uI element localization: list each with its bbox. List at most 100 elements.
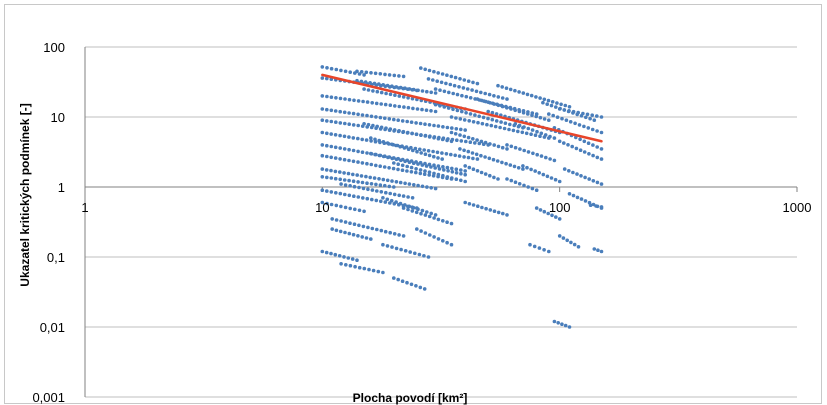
data-point (431, 149, 435, 154)
data-point (470, 88, 474, 92)
data-point (400, 168, 405, 172)
data-point (449, 115, 454, 119)
data-point (568, 120, 573, 124)
data-point (375, 89, 380, 94)
data-point (334, 228, 339, 233)
data-point (334, 203, 339, 208)
data-point (409, 165, 414, 170)
data-point (346, 171, 351, 176)
data-point (445, 175, 450, 179)
data-point (320, 249, 325, 254)
data-point (436, 217, 441, 222)
data-point (411, 161, 416, 165)
data-point (343, 230, 347, 235)
data-point (451, 91, 456, 96)
data-point (343, 220, 348, 224)
data-point (474, 89, 479, 94)
data-point (356, 180, 360, 184)
data-point (470, 151, 475, 155)
data-point (397, 74, 401, 78)
data-point (401, 129, 406, 134)
data-point (356, 99, 361, 103)
data-point (407, 160, 412, 164)
data-point (567, 169, 571, 173)
data-point (496, 177, 500, 181)
data-point (377, 177, 381, 181)
data-point (393, 93, 397, 97)
data-point (394, 157, 399, 162)
data-point (402, 105, 406, 109)
data-point (352, 98, 356, 103)
data-point (390, 245, 394, 249)
data-point (343, 121, 347, 126)
data-point (423, 213, 428, 217)
data-point (513, 122, 518, 126)
data-point (410, 196, 415, 200)
data-point (348, 221, 352, 225)
data-point (529, 93, 534, 98)
data-point (560, 116, 564, 121)
data-point (375, 227, 379, 232)
data-point (474, 152, 479, 157)
data-point (406, 195, 410, 199)
data-point (588, 116, 592, 121)
data-point (338, 170, 342, 174)
data-point (591, 179, 596, 183)
data-point (562, 108, 567, 112)
data-point (361, 196, 365, 200)
data-point (488, 173, 492, 178)
data-point (494, 119, 499, 123)
data-point (348, 184, 352, 188)
data-point (530, 128, 535, 132)
data-point (343, 192, 347, 197)
data-point (362, 122, 366, 126)
data-point (405, 280, 409, 285)
data-point (343, 97, 347, 101)
data-point (516, 129, 520, 134)
data-point (370, 197, 374, 202)
data-point (417, 252, 422, 257)
data-point (591, 143, 595, 147)
data-point (445, 125, 450, 130)
data-point (418, 168, 423, 172)
data-point (397, 193, 402, 198)
data-point (592, 247, 597, 251)
data-point (429, 186, 434, 190)
data-point (518, 147, 522, 151)
data-point (547, 112, 551, 116)
data-point (520, 130, 525, 135)
data-point (392, 128, 397, 132)
data-point (338, 146, 343, 150)
data-point (426, 77, 431, 81)
data-point (357, 185, 361, 190)
data-point (532, 244, 537, 249)
chart-frame: 100 10 1 0,1 0,01 0,001 1 10 100 1000 Plocha povo… (4, 4, 822, 405)
data-point (369, 139, 373, 143)
data-point (475, 157, 480, 161)
x-tick-label: 100 (549, 200, 571, 215)
data-point (388, 103, 393, 107)
data-point (529, 167, 533, 172)
data-point (403, 86, 407, 90)
data-point (426, 149, 431, 153)
data-point (526, 185, 530, 189)
data-point (413, 146, 418, 151)
data-point (329, 108, 334, 113)
data-point (449, 152, 453, 157)
data-point (342, 147, 347, 151)
data-point (595, 114, 599, 118)
data-point (385, 178, 390, 183)
data-point (334, 67, 339, 72)
data-point (350, 257, 355, 261)
data-point (495, 159, 500, 163)
data-point (571, 170, 575, 175)
data-point (383, 200, 388, 204)
data-point (454, 127, 459, 131)
data-point (475, 97, 480, 101)
data-point (504, 86, 509, 90)
data-point (383, 72, 387, 77)
data-point (567, 109, 571, 113)
data-point (414, 132, 419, 137)
data-point (360, 180, 365, 185)
trendline-layer (321, 73, 603, 143)
